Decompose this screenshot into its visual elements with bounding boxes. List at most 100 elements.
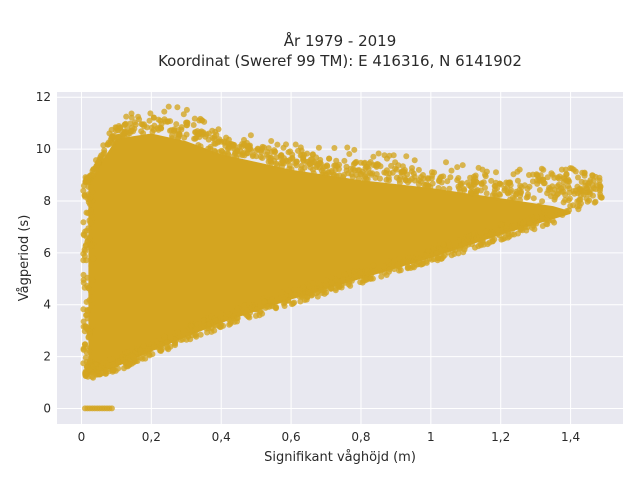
data-point <box>80 182 87 189</box>
data-point <box>148 124 155 131</box>
data-point <box>363 170 370 177</box>
data-point <box>455 175 462 181</box>
data-point <box>80 360 87 367</box>
data-point <box>346 151 353 157</box>
data-point <box>130 354 137 361</box>
data-point <box>482 173 489 180</box>
data-point <box>253 306 260 313</box>
data-point <box>415 259 422 266</box>
data-point <box>520 219 527 226</box>
data-point <box>169 132 175 139</box>
data-point <box>197 331 204 338</box>
data-point <box>455 237 462 244</box>
data-point <box>381 152 388 159</box>
data-point <box>507 196 513 203</box>
data-point <box>551 174 558 181</box>
data-point <box>213 131 220 138</box>
data-point <box>524 185 531 192</box>
data-point <box>301 151 308 158</box>
data-point <box>483 168 490 175</box>
data-point <box>86 297 93 304</box>
data-point <box>574 183 581 190</box>
data-point <box>286 157 293 163</box>
data-point <box>212 148 219 155</box>
data-point <box>127 120 134 127</box>
data-point <box>207 145 214 152</box>
x-tick-label: 0,4 <box>212 430 231 444</box>
data-point <box>106 130 113 137</box>
data-point <box>438 246 445 253</box>
data-point <box>311 287 318 293</box>
data-point <box>88 263 95 269</box>
data-point <box>386 266 393 273</box>
data-point <box>514 177 521 184</box>
data-point <box>167 118 174 125</box>
data-point <box>466 182 472 189</box>
data-point <box>81 232 88 239</box>
data-point <box>299 168 306 175</box>
data-point <box>567 203 574 209</box>
data-point <box>86 347 93 354</box>
data-point <box>88 184 94 191</box>
data-point <box>396 176 403 183</box>
data-point <box>181 134 188 141</box>
data-point <box>436 177 443 184</box>
data-point <box>80 219 87 226</box>
y-tick-label: 10 <box>36 142 51 156</box>
data-point <box>483 190 490 197</box>
y-tick-label: 2 <box>43 350 51 364</box>
x-tick-label: 1 <box>427 430 435 444</box>
data-point <box>539 223 546 229</box>
data-point <box>506 233 513 240</box>
data-point <box>477 237 484 243</box>
data-point <box>503 224 510 231</box>
data-point <box>271 147 278 154</box>
data-point <box>341 157 348 164</box>
data-point <box>191 115 198 122</box>
data-point <box>84 307 91 314</box>
data-point <box>300 284 307 291</box>
data-point <box>199 117 205 124</box>
data-point <box>171 126 178 133</box>
data-point <box>82 354 89 361</box>
data-point <box>578 178 585 185</box>
data-point <box>89 274 95 281</box>
data-point <box>415 177 422 184</box>
data-point <box>551 219 558 226</box>
data-point <box>506 180 512 187</box>
data-point <box>306 160 313 167</box>
data-point <box>98 364 105 371</box>
data-point <box>288 292 295 299</box>
data-point <box>310 170 317 177</box>
data-point <box>336 172 343 179</box>
data-point <box>460 185 467 192</box>
data-point <box>323 289 330 296</box>
data-point <box>361 160 367 167</box>
data-point <box>496 232 503 239</box>
data-point <box>259 143 266 150</box>
data-point <box>323 277 330 284</box>
data-point <box>363 264 370 271</box>
data-point <box>325 169 332 176</box>
data-point <box>174 329 181 336</box>
data-point <box>90 285 96 291</box>
data-point <box>82 243 89 250</box>
data-point <box>345 170 352 177</box>
x-axis-ticks: 0 0,2 0,4 0,6 0,8 1 1,2 1,4 <box>78 430 581 444</box>
data-point <box>268 303 275 310</box>
data-point <box>339 277 346 284</box>
data-point <box>84 274 91 281</box>
data-point <box>404 179 411 186</box>
data-point <box>357 279 364 286</box>
data-point <box>355 175 362 182</box>
data-point <box>397 267 404 274</box>
data-point <box>537 172 544 179</box>
data-point <box>398 169 405 176</box>
data-point <box>264 148 271 155</box>
data-point <box>583 195 590 202</box>
data-point <box>80 318 87 325</box>
data-point <box>539 198 546 205</box>
data-point <box>248 304 255 311</box>
data-point <box>465 233 472 240</box>
